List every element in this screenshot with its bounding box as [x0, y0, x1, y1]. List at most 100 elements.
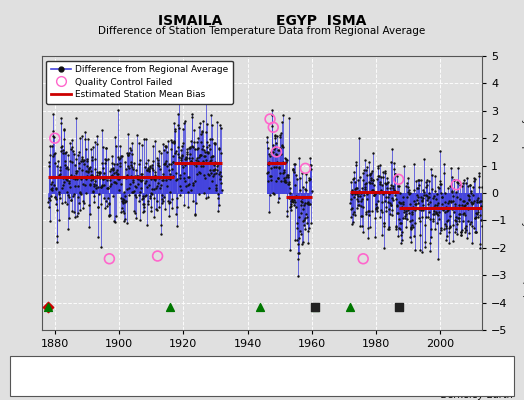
Point	[359, 256, 367, 262]
Point	[374, 165, 382, 171]
Point	[289, 166, 297, 172]
Point	[191, 178, 199, 184]
Point	[68, 159, 77, 165]
Point	[355, 202, 363, 208]
Point	[78, 133, 86, 139]
Point	[192, 161, 200, 167]
Point	[421, 204, 430, 211]
Point	[383, 185, 391, 192]
Point	[431, 226, 439, 232]
Point	[413, 177, 422, 183]
Point	[278, 158, 287, 165]
Point	[132, 215, 140, 222]
Point	[369, 149, 378, 156]
Point	[351, 191, 359, 197]
Point	[419, 202, 428, 208]
Point	[69, 192, 77, 199]
Point	[380, 222, 389, 229]
Point	[51, 201, 60, 207]
Point	[202, 157, 210, 164]
Point	[161, 144, 170, 150]
Point	[384, 199, 392, 205]
Point	[215, 145, 224, 152]
Point	[52, 186, 61, 192]
Point	[134, 161, 143, 168]
Point	[183, 189, 192, 196]
Point	[178, 160, 186, 167]
Point	[440, 220, 449, 227]
Point	[152, 206, 160, 212]
Point	[302, 179, 311, 185]
Point	[477, 216, 485, 223]
Point	[179, 140, 187, 146]
Point	[301, 165, 310, 172]
Point	[410, 161, 418, 167]
Point	[391, 192, 399, 198]
Point	[476, 202, 485, 209]
Point	[435, 180, 444, 187]
Point	[69, 175, 77, 182]
Point	[139, 193, 148, 199]
Point	[105, 212, 113, 218]
Point	[407, 225, 415, 232]
Point	[115, 176, 124, 182]
Point	[363, 172, 371, 178]
Point	[283, 213, 291, 219]
Point	[67, 197, 75, 203]
Point	[365, 159, 373, 165]
Point	[216, 176, 224, 183]
Point	[395, 304, 403, 310]
Point	[203, 120, 211, 127]
Point	[66, 140, 74, 146]
Point	[413, 194, 422, 201]
Point	[294, 241, 302, 247]
Point	[77, 190, 85, 197]
Point	[110, 161, 118, 168]
Point	[153, 207, 161, 213]
Point	[211, 159, 220, 166]
Point	[397, 232, 406, 238]
Point	[362, 209, 370, 215]
Point	[421, 222, 429, 228]
Point	[422, 177, 431, 183]
Point	[183, 149, 191, 155]
Point	[77, 158, 85, 164]
Point	[210, 170, 219, 177]
Point	[88, 154, 96, 160]
Point	[431, 172, 440, 179]
Point	[387, 146, 396, 152]
Legend: Difference from Regional Average, Quality Control Failed, Estimated Station Mean: Difference from Regional Average, Qualit…	[47, 60, 233, 104]
Point	[176, 192, 184, 198]
Point	[46, 152, 54, 158]
Point	[68, 207, 76, 214]
Point	[124, 152, 132, 158]
Point	[356, 198, 365, 204]
Point	[101, 205, 110, 212]
Point	[359, 170, 367, 176]
Point	[196, 152, 204, 158]
Point	[400, 206, 409, 212]
Point	[101, 159, 109, 166]
Point	[56, 167, 64, 174]
Point	[209, 172, 217, 179]
Point	[272, 158, 281, 165]
Point	[424, 195, 432, 201]
Point	[192, 163, 200, 169]
Point	[476, 245, 484, 251]
Point	[189, 144, 197, 150]
Point	[351, 179, 359, 185]
Point	[381, 170, 389, 176]
Point	[347, 221, 356, 227]
Point	[150, 172, 159, 178]
Point	[112, 143, 120, 149]
Point	[434, 212, 442, 218]
Point	[134, 180, 142, 187]
Point	[457, 232, 465, 238]
Point	[392, 202, 401, 209]
Point	[132, 194, 140, 200]
Point	[455, 215, 464, 222]
Point	[206, 146, 214, 152]
Point	[201, 175, 209, 182]
Point	[474, 199, 483, 206]
Point	[277, 142, 286, 148]
